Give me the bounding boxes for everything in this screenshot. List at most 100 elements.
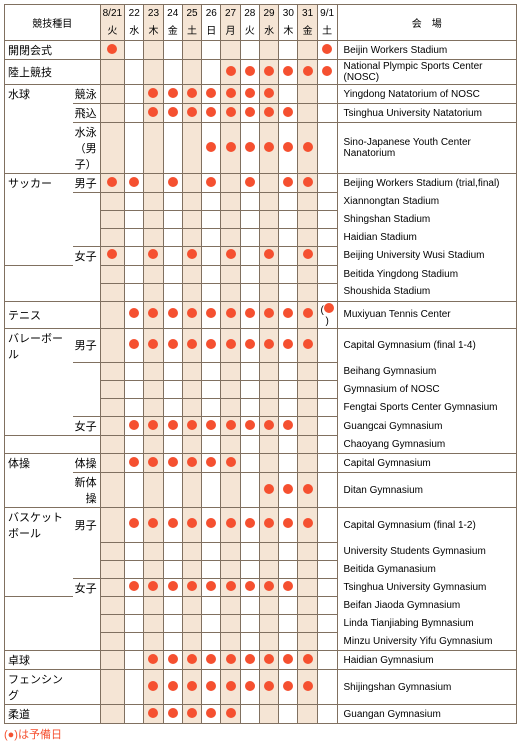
schedule-cell — [202, 328, 221, 363]
table-row: 水球競泳Yingdong Natatorium of NOSC — [5, 85, 517, 104]
venue-cell: Fengtai Sports Center Gymnasium — [337, 399, 516, 417]
schedule-cell — [163, 174, 182, 193]
schedule-cell — [298, 265, 317, 283]
schedule-cell — [100, 174, 124, 193]
event-sublabel — [73, 651, 101, 670]
dot-icon — [245, 518, 255, 528]
schedule-cell — [125, 123, 144, 174]
venue-cell: Beihang Gymnasium — [337, 363, 516, 381]
schedule-cell — [182, 436, 201, 454]
dot-icon — [264, 484, 274, 494]
schedule-cell — [125, 328, 144, 363]
schedule-cell — [317, 633, 337, 651]
dot-icon — [206, 654, 216, 664]
schedule-cell — [182, 651, 201, 670]
schedule-cell — [240, 363, 259, 381]
schedule-cell — [202, 60, 221, 85]
schedule-cell — [221, 193, 240, 211]
dot-icon — [148, 107, 158, 117]
schedule-cell — [221, 560, 240, 578]
schedule-cell — [144, 542, 163, 560]
table-header: 競技種目8/21222324252627282930319/1会 場 火水木金土… — [5, 5, 517, 41]
schedule-cell — [221, 615, 240, 633]
schedule-cell — [298, 560, 317, 578]
schedule-cell — [182, 417, 201, 436]
event-sublabel — [73, 542, 101, 560]
schedule-cell — [202, 363, 221, 381]
table-row: バレーボール男子Capital Gymnasium (final 1-4) — [5, 328, 517, 363]
dot-icon — [245, 308, 255, 318]
schedule-cell — [317, 60, 337, 85]
dot-icon — [245, 142, 255, 152]
schedule-cell — [202, 508, 221, 543]
schedule-cell — [202, 85, 221, 104]
venue-cell: Beitida Gymanasium — [337, 560, 516, 578]
schedule-cell — [202, 104, 221, 123]
event-label: 柔道 — [5, 705, 73, 724]
schedule-cell — [317, 123, 337, 174]
dot-icon — [148, 708, 158, 718]
schedule-cell — [240, 174, 259, 193]
venue-cell: Haidian Gymnasium — [337, 651, 516, 670]
schedule-cell — [317, 454, 337, 473]
schedule-cell — [240, 454, 259, 473]
schedule-cell — [240, 60, 259, 85]
schedule-cell — [163, 229, 182, 247]
schedule-cell — [221, 381, 240, 399]
schedule-cell — [298, 417, 317, 436]
schedule-cell — [144, 651, 163, 670]
dot-icon — [303, 177, 313, 187]
schedule-cell — [240, 283, 259, 301]
schedule-cell — [144, 104, 163, 123]
schedule-cell — [163, 615, 182, 633]
schedule-cell — [279, 381, 298, 399]
schedule-cell — [221, 229, 240, 247]
schedule-cell — [279, 60, 298, 85]
event-label: 体操 — [5, 454, 73, 473]
header-day: 金 — [298, 23, 317, 41]
dot-icon — [226, 66, 236, 76]
dot-icon — [283, 177, 293, 187]
header-date: 24 — [163, 5, 182, 23]
event-label — [5, 381, 73, 399]
schedule-cell — [317, 381, 337, 399]
schedule-cell — [100, 193, 124, 211]
event-label — [5, 399, 73, 417]
schedule-cell — [279, 363, 298, 381]
schedule-cell — [202, 247, 221, 266]
schedule-cell — [259, 542, 278, 560]
schedule-cell — [298, 633, 317, 651]
dot-icon — [206, 107, 216, 117]
schedule-cell — [259, 399, 278, 417]
dot-icon — [226, 420, 236, 430]
dot-icon — [168, 654, 178, 664]
schedule-cell — [163, 705, 182, 724]
table-row: Gymnasium of NOSC — [5, 381, 517, 399]
dot-icon — [245, 420, 255, 430]
event-label — [5, 211, 73, 229]
schedule-cell — [221, 399, 240, 417]
schedule-cell — [298, 705, 317, 724]
venue-cell: Beitida Yingdong Stadium — [337, 265, 516, 283]
schedule-cell — [317, 560, 337, 578]
event-sublabel — [73, 381, 101, 399]
venue-cell: Xiannongtan Stadium — [337, 193, 516, 211]
schedule-cell — [100, 265, 124, 283]
schedule-cell — [240, 85, 259, 104]
table-row: Shingshan Stadium — [5, 211, 517, 229]
schedule-cell — [163, 508, 182, 543]
dot-icon — [226, 339, 236, 349]
schedule-cell — [163, 436, 182, 454]
dot-icon — [245, 107, 255, 117]
schedule-cell — [202, 41, 221, 60]
schedule-cell — [279, 473, 298, 508]
schedule-cell — [202, 417, 221, 436]
header-day: 火 — [240, 23, 259, 41]
event-sublabel — [73, 633, 101, 651]
schedule-cell — [317, 436, 337, 454]
venue-cell: Capital Gymnasium (final 1-4) — [337, 328, 516, 363]
schedule-cell — [221, 85, 240, 104]
dot-icon — [168, 581, 178, 591]
schedule-cell — [279, 615, 298, 633]
dot-icon — [264, 308, 274, 318]
